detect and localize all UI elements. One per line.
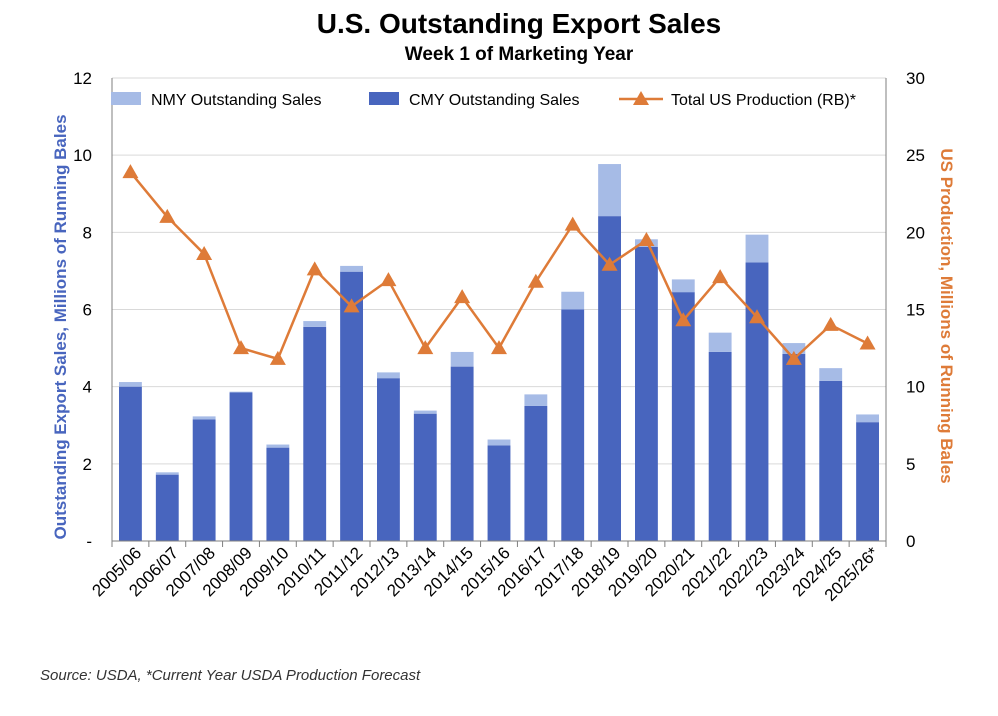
production-marker	[380, 272, 397, 287]
y2-tick-label: 20	[906, 223, 925, 242]
legend-marker-production	[633, 91, 649, 105]
cmy-bar	[671, 292, 695, 541]
cmy-bar	[155, 474, 179, 541]
nmy-bar	[598, 164, 621, 217]
production-marker	[675, 312, 692, 327]
cmy-bar	[561, 309, 585, 541]
source-note: Source: USDA, *Current Year USDA Product…	[40, 667, 421, 684]
cmy-bar	[745, 262, 769, 541]
legend-label-cmy: CMY Outstanding Sales	[409, 92, 579, 109]
production-marker	[601, 256, 618, 271]
cmy-bar	[192, 419, 216, 541]
y-tick-label: 8	[83, 223, 92, 242]
cmy-bar	[487, 445, 511, 541]
nmy-bar	[413, 410, 437, 414]
production-marker	[417, 340, 434, 355]
production-marker	[196, 245, 213, 260]
production-line	[122, 164, 876, 365]
cmy-bar	[266, 447, 290, 541]
nmy-bar	[708, 332, 732, 352]
production-marker	[564, 216, 581, 231]
production-marker	[859, 335, 876, 350]
cmy-bar	[303, 326, 327, 541]
gridlines	[112, 77, 886, 465]
bars	[119, 164, 879, 541]
nmy-bar	[819, 368, 843, 381]
legend-label-production: Total US Production (RB)*	[671, 92, 856, 109]
y2-tick-label: 0	[906, 532, 915, 551]
nmy-bar	[487, 439, 511, 446]
production-marker	[491, 340, 507, 355]
nmy-bar	[119, 382, 142, 387]
nmy-bar	[782, 343, 806, 354]
production-marker	[527, 273, 544, 288]
cmy-bar	[708, 351, 732, 541]
nmy-bar	[856, 414, 879, 423]
cmy-bar	[524, 405, 548, 541]
production-marker	[269, 350, 286, 365]
y2-tick-label: 15	[906, 301, 925, 320]
production-marker	[822, 316, 839, 331]
production-marker	[712, 269, 729, 284]
nmy-bar	[377, 372, 400, 379]
legend-swatch-nmy	[111, 92, 141, 105]
nmy-bar	[303, 321, 327, 327]
cmy-bar	[782, 353, 806, 541]
legend-label-nmy: NMY Outstanding Sales	[151, 92, 321, 109]
cmy-bar	[413, 413, 437, 541]
chart-title: U.S. Outstanding Export Sales	[317, 8, 722, 39]
production-marker	[159, 208, 176, 223]
cmy-bar	[450, 366, 474, 541]
cmy-bar	[856, 422, 879, 541]
production-marker	[122, 164, 139, 179]
y-tick-label: 6	[83, 301, 92, 320]
y-tick-label: 2	[83, 455, 92, 474]
cmy-bar	[340, 271, 363, 541]
cmy-bar	[119, 386, 142, 541]
production-marker	[638, 232, 655, 247]
cmy-bar	[377, 378, 400, 541]
nmy-bar	[340, 265, 363, 272]
y2-tick-label: 10	[906, 378, 925, 397]
y2-tick-label: 30	[906, 69, 925, 88]
nmy-bar	[155, 472, 179, 475]
production-marker	[749, 309, 765, 324]
chart-subtitle: Week 1 of Marketing Year	[405, 44, 634, 65]
y-tick-label: -	[86, 532, 92, 551]
nmy-bar	[266, 444, 290, 448]
cmy-bar	[229, 392, 253, 541]
y-tick-label: 4	[83, 378, 92, 397]
nmy-bar	[561, 291, 585, 310]
nmy-bar	[745, 234, 769, 263]
y2-axis-label: US Production, Millions of Running Bales	[937, 148, 956, 483]
legend: NMY Outstanding Sales CMY Outstanding Sal…	[111, 91, 856, 109]
production-marker	[454, 289, 471, 304]
cmy-bar	[819, 380, 843, 541]
nmy-bar	[671, 279, 695, 293]
y-axis-label: Outstanding Export Sales, Millions of Ru…	[51, 114, 70, 539]
production-marker	[306, 261, 323, 276]
cmy-bar	[598, 216, 621, 541]
legend-swatch-cmy	[369, 92, 399, 105]
production-marker	[233, 340, 249, 355]
y-tick-label: 10	[73, 146, 92, 165]
production-marker	[785, 350, 802, 365]
y-tick-label: 12	[73, 69, 92, 88]
nmy-bar	[524, 394, 548, 406]
y2-tick-label: 25	[906, 146, 925, 165]
nmy-bar	[229, 391, 253, 393]
production-marker	[343, 298, 360, 313]
y2-tick-label: 5	[906, 455, 915, 474]
nmy-bar	[192, 416, 216, 420]
nmy-bar	[450, 351, 474, 367]
cmy-bar	[635, 246, 658, 541]
